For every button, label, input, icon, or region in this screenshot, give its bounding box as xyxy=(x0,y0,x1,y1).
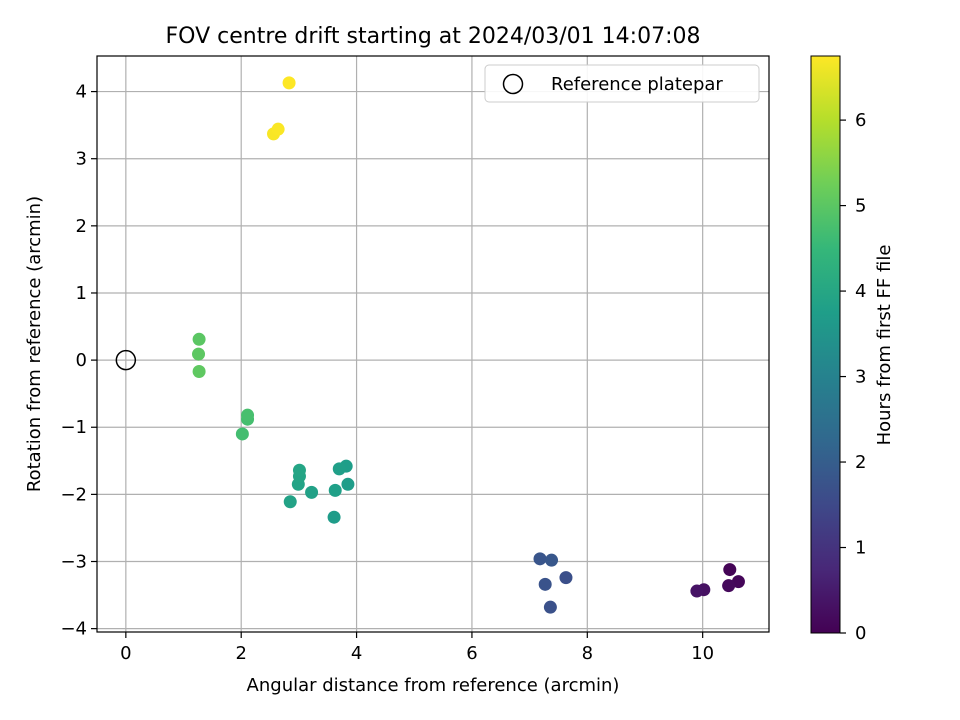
colorbar-tick-label: 0 xyxy=(855,623,866,644)
data-point xyxy=(722,579,736,593)
x-axis-ticks: 0 2 4 6 8 10 xyxy=(120,632,714,664)
data-point xyxy=(192,347,206,361)
data-point xyxy=(332,462,346,476)
data-point xyxy=(327,510,341,524)
x-tick-label: 10 xyxy=(691,643,714,664)
y-tick-label: −1 xyxy=(60,417,87,438)
y-axis-ticks: −4 −3 −2 −1 0 1 2 3 4 xyxy=(60,82,97,640)
data-point xyxy=(690,584,704,598)
reference-point xyxy=(115,349,137,371)
data-point xyxy=(533,552,547,566)
y-tick-label: 2 xyxy=(76,216,87,237)
x-tick-label: 2 xyxy=(235,643,246,664)
plot-frame xyxy=(96,55,770,633)
x-tick-label: 4 xyxy=(351,643,362,664)
x-tick-label: 0 xyxy=(120,643,131,664)
data-point xyxy=(545,553,559,567)
y-tick-label: 1 xyxy=(76,283,87,304)
legend-label-reference: Reference platepar xyxy=(551,74,723,95)
data-point xyxy=(341,477,355,491)
legend-box xyxy=(484,64,760,103)
data-point xyxy=(731,575,745,589)
x-tick-label: 6 xyxy=(466,643,477,664)
data-point xyxy=(192,332,206,346)
grid xyxy=(97,56,769,632)
data-point xyxy=(241,408,255,422)
colorbar-tick-label: 1 xyxy=(855,538,866,559)
y-tick-label: −3 xyxy=(60,552,87,573)
colorbar-tick-label: 3 xyxy=(855,367,866,388)
scatter-points xyxy=(115,76,745,614)
y-tick-label: 4 xyxy=(76,82,87,103)
colorbar-ticks: 0 1 2 3 4 5 6 xyxy=(840,110,866,644)
legend-marker-reference xyxy=(502,73,524,95)
y-tick-label: −2 xyxy=(60,484,87,505)
y-tick-label: 3 xyxy=(76,149,87,170)
data-point xyxy=(235,427,249,441)
y-tick-label: 0 xyxy=(76,350,87,371)
colorbar: 0 1 2 3 4 5 6 Hours from first FF file xyxy=(810,55,895,644)
data-point xyxy=(543,600,557,614)
colorbar-tick-label: 2 xyxy=(855,452,866,473)
y-axis-label: Rotation from reference (arcmin) xyxy=(24,196,45,492)
chart-title: FOV centre drift starting at 2024/03/01 … xyxy=(166,24,701,49)
legend: Reference platepar xyxy=(484,64,760,103)
data-point xyxy=(282,76,296,90)
x-axis-label: Angular distance from reference (arcmin) xyxy=(247,675,620,696)
colorbar-gradient xyxy=(810,55,841,634)
data-point xyxy=(538,577,552,591)
colorbar-label: Hours from first FF file xyxy=(874,245,895,446)
x-tick-label: 8 xyxy=(582,643,593,664)
data-point xyxy=(559,571,573,585)
data-point xyxy=(283,495,297,509)
data-point xyxy=(305,485,319,499)
colorbar-tick-label: 6 xyxy=(855,110,866,131)
colorbar-tick-label: 5 xyxy=(855,196,866,217)
colorbar-tick-label: 4 xyxy=(855,281,866,302)
data-point xyxy=(271,122,285,136)
y-tick-label: −4 xyxy=(60,619,87,640)
plot-area: 0 2 4 6 8 10 −4 −3 −2 −1 0 1 2 3 4 xyxy=(60,55,770,664)
data-point xyxy=(723,563,737,577)
data-point xyxy=(192,365,206,379)
data-point xyxy=(292,463,306,477)
data-point xyxy=(328,483,342,497)
